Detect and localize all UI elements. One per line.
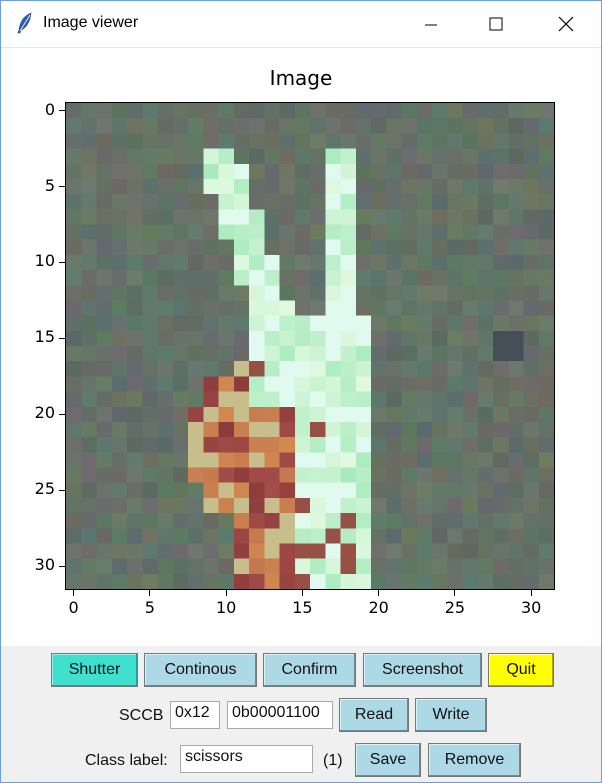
chart-title: Image <box>269 66 333 90</box>
minimize-button[interactable] <box>408 1 454 47</box>
x-tick-label: 15 <box>292 598 313 617</box>
y-tick-label: 0 <box>44 99 55 119</box>
title-bar[interactable]: Image viewer <box>1 1 601 48</box>
y-tick <box>59 337 65 339</box>
y-tick <box>59 565 65 567</box>
maximize-button[interactable] <box>473 1 519 47</box>
shutter-button[interactable]: Shutter <box>51 653 138 687</box>
remove-button[interactable]: Remove <box>428 743 521 777</box>
x-tick-label: 30 <box>520 598 542 617</box>
control-panel: Shutter Continous Confirm Screenshot Qui… <box>1 646 601 782</box>
x-tick-label: 10 <box>215 598 237 617</box>
continous-button[interactable]: Continous <box>144 653 257 687</box>
quit-button[interactable]: Quit <box>488 653 554 687</box>
write-button[interactable]: Write <box>415 698 487 732</box>
y-tick <box>59 489 65 491</box>
y-tick-label: 15 <box>34 327 55 347</box>
x-tick <box>225 590 227 596</box>
screenshot-button[interactable]: Screenshot <box>363 653 482 687</box>
x-tick <box>378 590 380 596</box>
x-tick <box>530 590 532 596</box>
maximize-icon <box>489 17 503 31</box>
class-label-input[interactable]: scissors <box>180 745 313 773</box>
y-tick <box>59 186 65 188</box>
x-tick <box>454 590 456 596</box>
image-figure: Image 0 5 10 15 20 25 30 0 5 10 15 20 25 30 <box>1 48 601 646</box>
save-button[interactable]: Save <box>355 743 421 777</box>
sccb-address-input[interactable]: 0x12 <box>170 701 220 729</box>
x-tick <box>301 590 303 596</box>
class-label-text: Class label: <box>85 752 168 769</box>
x-tick-label: 20 <box>368 598 389 617</box>
read-button[interactable]: Read <box>339 698 409 732</box>
sccb-label: SCCB <box>119 707 164 724</box>
y-tick <box>59 261 65 263</box>
y-tick <box>59 110 65 112</box>
close-button[interactable] <box>543 1 589 47</box>
minimize-icon <box>425 24 437 26</box>
confirm-button[interactable]: Confirm <box>263 653 356 687</box>
window-title: Image viewer <box>43 14 139 31</box>
x-tick-label: 5 <box>144 598 155 617</box>
x-tick-label: 25 <box>444 598 466 617</box>
class-count: (1) <box>323 752 343 769</box>
x-tick <box>73 590 75 596</box>
y-tick-label: 25 <box>34 479 55 499</box>
y-tick-label: 30 <box>34 555 55 575</box>
image-plot[interactable] <box>65 102 555 590</box>
y-tick-label: 10 <box>34 251 55 271</box>
x-tick-label: 0 <box>68 598 79 617</box>
pixel-image <box>66 103 554 589</box>
feather-icon <box>17 12 32 34</box>
y-tick-label: 20 <box>34 403 55 423</box>
y-tick <box>59 413 65 415</box>
y-tick-label: 5 <box>44 175 55 195</box>
x-tick <box>149 590 151 596</box>
close-icon <box>558 16 574 32</box>
sccb-value-input[interactable]: 0b00001100 <box>227 701 333 729</box>
